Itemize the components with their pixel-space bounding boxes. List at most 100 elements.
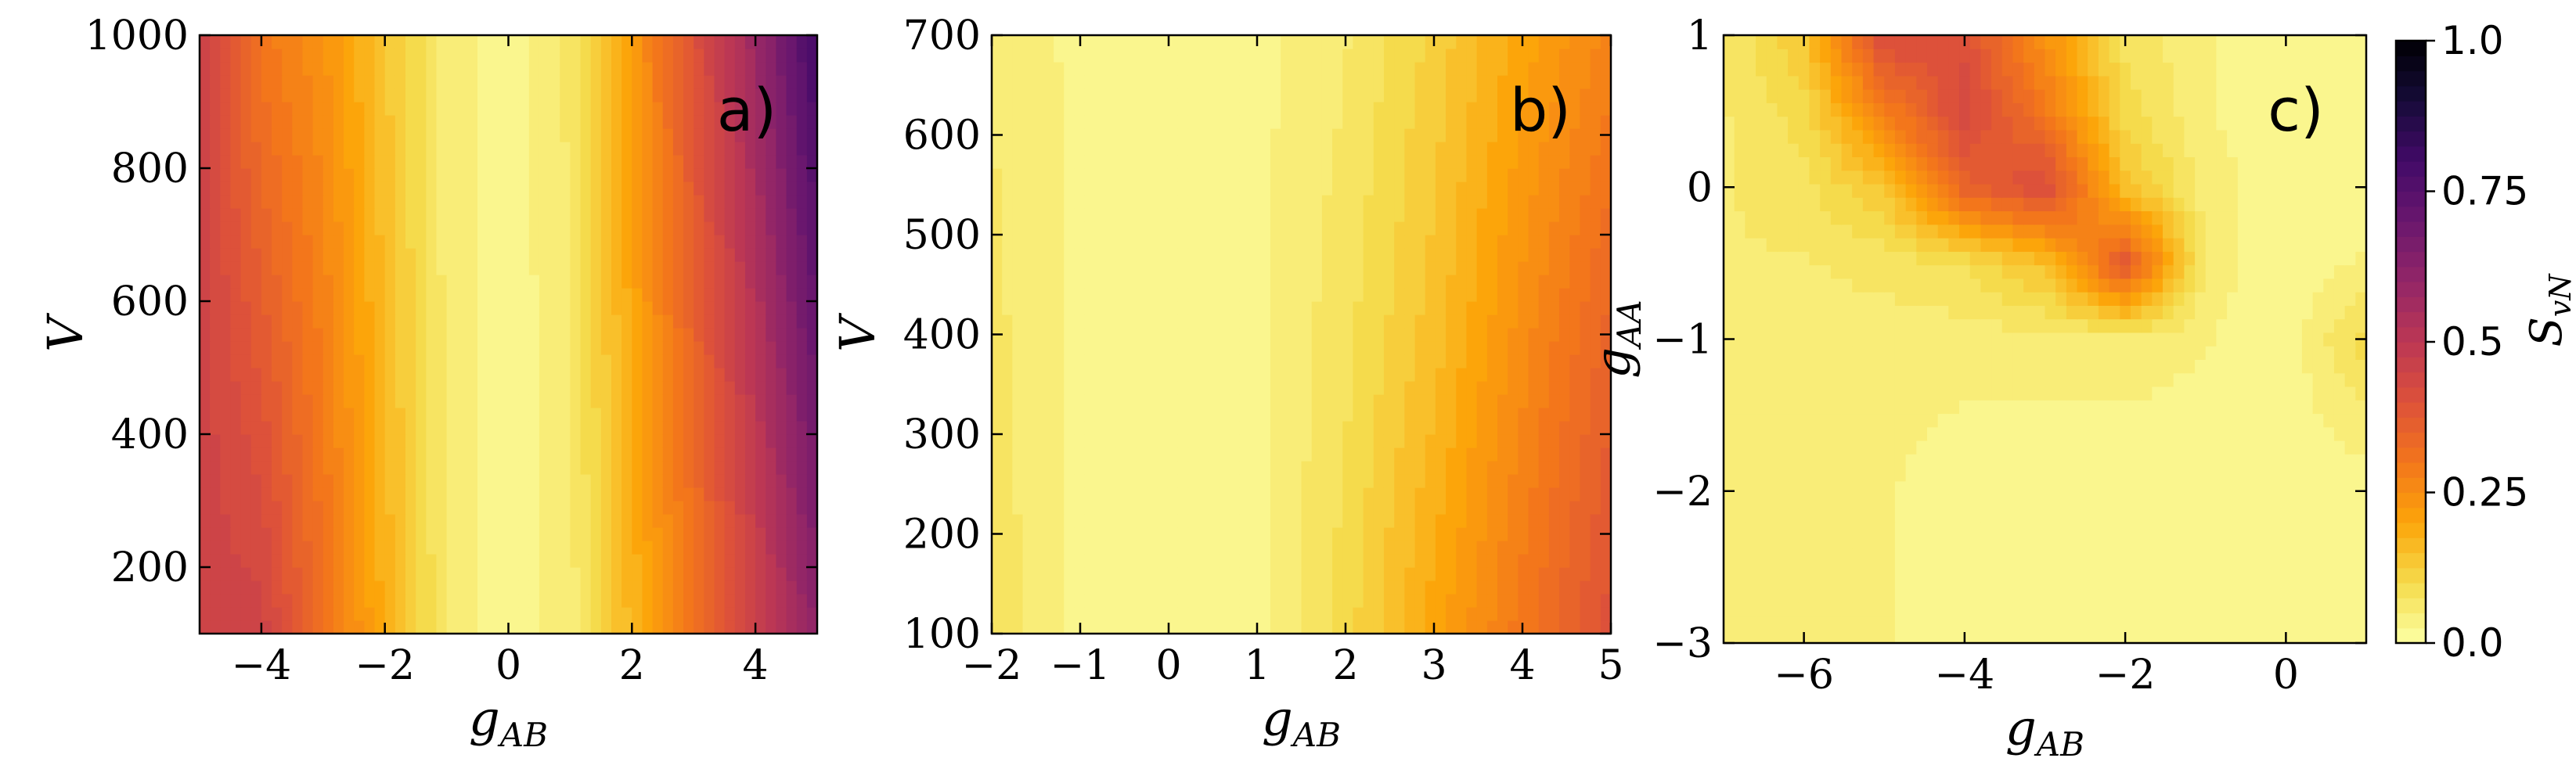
heatmap-cell xyxy=(632,341,643,355)
heatmap-cell xyxy=(1054,354,1065,368)
heatmap-cell xyxy=(1353,288,1364,302)
heatmap-cell xyxy=(210,607,221,621)
heatmap-cell xyxy=(1074,567,1085,581)
heatmap-cell xyxy=(1384,474,1395,488)
heatmap-cell xyxy=(333,408,344,422)
heatmap-cell xyxy=(642,620,653,634)
heatmap-cell xyxy=(1425,408,1436,422)
heatmap-cell xyxy=(1291,421,1302,435)
heatmap-cell xyxy=(1023,235,1034,249)
heatmap-cell xyxy=(539,527,550,541)
heatmap-cell xyxy=(1023,248,1034,262)
heatmap-cell xyxy=(1115,461,1126,475)
heatmap-cell xyxy=(1270,461,1281,475)
panel-label: a) xyxy=(717,75,776,145)
heatmap-cell xyxy=(1012,434,1023,448)
heatmap-cell xyxy=(1529,607,1540,621)
heatmap-cell xyxy=(313,168,324,182)
heatmap-cell xyxy=(416,421,427,435)
heatmap-cell xyxy=(1559,474,1570,488)
heatmap-cell xyxy=(405,474,416,488)
heatmap-cell xyxy=(1364,168,1374,182)
heatmap-cell xyxy=(375,394,386,408)
heatmap-cell xyxy=(621,620,632,634)
heatmap-cell xyxy=(1601,394,1612,408)
heatmap-cell xyxy=(354,514,365,528)
heatmap-cell xyxy=(601,541,612,555)
heatmap-cell xyxy=(1591,235,1601,249)
heatmap-cell xyxy=(745,48,756,63)
heatmap-cell xyxy=(1177,421,1188,435)
heatmap-cell xyxy=(1209,248,1220,262)
heatmap-cell xyxy=(1549,434,1560,448)
heatmap-cell xyxy=(715,408,726,422)
heatmap-cell xyxy=(549,501,560,515)
heatmap-cell xyxy=(653,88,664,102)
heatmap-cell xyxy=(1239,328,1250,342)
heatmap-cell xyxy=(1601,235,1612,249)
heatmap-cell xyxy=(1425,221,1436,235)
heatmap-cell xyxy=(1508,221,1519,235)
heatmap-cell xyxy=(653,461,664,475)
heatmap-cell xyxy=(663,461,674,475)
heatmap-cell xyxy=(1539,620,1550,634)
heatmap-cell xyxy=(1095,421,1106,435)
heatmap-cell xyxy=(1033,341,1044,355)
heatmap-cell xyxy=(1425,607,1436,621)
heatmap-cell xyxy=(1167,474,1178,488)
heatmap-cell xyxy=(1559,248,1570,262)
heatmap-cell xyxy=(1569,328,1580,342)
heatmap-cell xyxy=(1322,195,1333,209)
heatmap-cell xyxy=(1394,354,1405,368)
heatmap-cell xyxy=(385,275,396,289)
heatmap-cell xyxy=(1281,128,1292,142)
heatmap-cell xyxy=(313,567,324,581)
heatmap-cell xyxy=(694,354,704,368)
heatmap-cell xyxy=(1353,341,1364,355)
heatmap-cell xyxy=(1177,261,1188,275)
heatmap-cell xyxy=(447,168,458,182)
heatmap-cell xyxy=(1456,447,1467,462)
heatmap-cell xyxy=(1281,461,1292,475)
heatmap-cell xyxy=(755,514,766,528)
heatmap-cell xyxy=(457,408,468,422)
heatmap-cell xyxy=(272,235,283,249)
heatmap-cell xyxy=(1497,434,1508,448)
heatmap-cell xyxy=(1250,354,1261,368)
heatmap-cell xyxy=(1198,368,1209,382)
heatmap-cell xyxy=(323,434,334,448)
heatmap-cell xyxy=(807,408,818,422)
heatmap-cell xyxy=(1167,501,1178,515)
heatmap-cell xyxy=(611,394,622,408)
heatmap-cell xyxy=(601,275,612,289)
heatmap-cell xyxy=(642,447,653,462)
heatmap-cell xyxy=(755,447,766,462)
heatmap-cell xyxy=(1539,248,1550,262)
heatmap-cell xyxy=(1198,421,1209,435)
heatmap-cell xyxy=(1033,381,1044,395)
heatmap-cell xyxy=(323,514,334,528)
heatmap-cell xyxy=(1074,434,1085,448)
heatmap-cell xyxy=(735,248,746,262)
heatmap-cell xyxy=(323,261,334,275)
heatmap-cell xyxy=(1167,354,1178,368)
heatmap-cell xyxy=(405,115,416,129)
heatmap-cell xyxy=(498,541,509,555)
heatmap-cell xyxy=(642,208,653,222)
heatmap-cell xyxy=(1332,195,1343,209)
heatmap-cell xyxy=(1518,181,1529,196)
heatmap-cell xyxy=(539,408,550,422)
heatmap-cell xyxy=(1580,168,1591,182)
heatmap-cell xyxy=(1404,168,1415,182)
heatmap-cell xyxy=(601,580,612,595)
heatmap-cell xyxy=(1167,314,1178,329)
heatmap-cell xyxy=(1591,474,1601,488)
heatmap-cell xyxy=(539,461,550,475)
heatmap-cell xyxy=(488,248,499,262)
heatmap-cell xyxy=(303,421,314,435)
heatmap-cell xyxy=(230,554,241,568)
heatmap-cell xyxy=(797,474,808,488)
heatmap-cell xyxy=(457,75,468,89)
heatmap-cell xyxy=(241,208,252,222)
heatmap-cell xyxy=(375,580,386,595)
